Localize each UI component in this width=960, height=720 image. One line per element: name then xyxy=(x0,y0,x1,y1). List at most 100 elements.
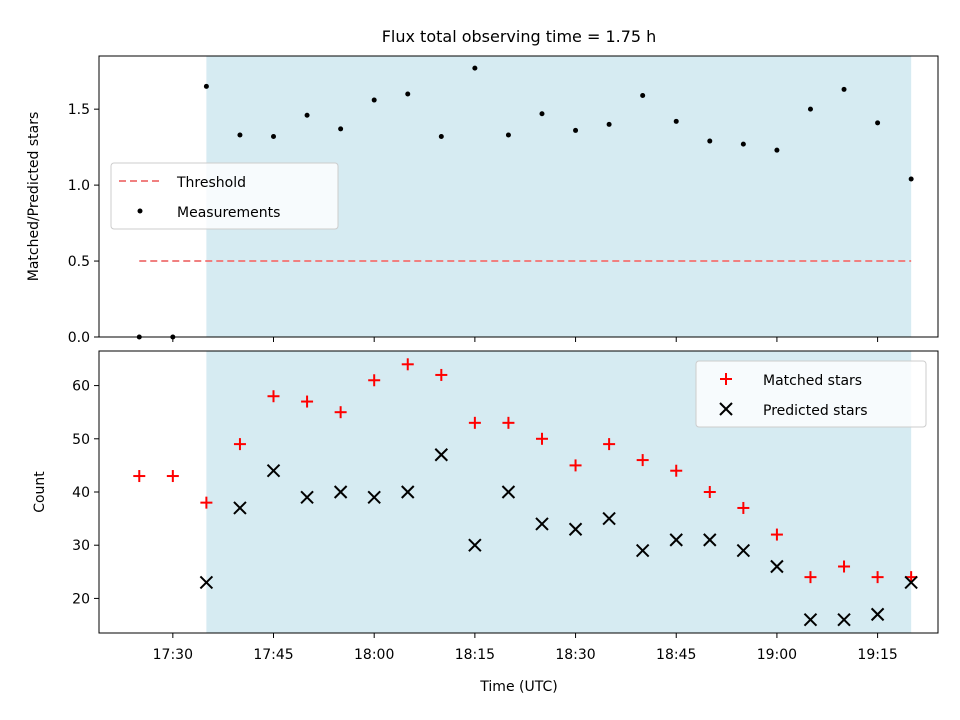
matched-star-marker xyxy=(838,560,851,573)
y-tick-label: 1.5 xyxy=(68,102,90,118)
top-legend: Threshold Measurements xyxy=(110,162,339,230)
legend-measurements-label: Measurements xyxy=(177,205,280,221)
matched-star-marker xyxy=(435,368,448,381)
x-tick-label: 18:15 xyxy=(455,647,495,663)
predicted-star-marker xyxy=(669,533,683,547)
predicted-star-marker xyxy=(635,543,650,558)
matched-star-marker xyxy=(535,432,548,445)
top-x-ticks xyxy=(172,337,879,342)
matched-star-marker xyxy=(468,416,481,429)
measurement-points xyxy=(136,65,914,340)
bottom-y-axis-label: Count xyxy=(32,471,48,513)
matched-star-marker xyxy=(737,501,750,514)
predicted-star-marker xyxy=(904,575,918,590)
measurement-point xyxy=(640,92,646,98)
measurement-point xyxy=(338,126,344,132)
predicted-star-marker xyxy=(266,464,281,478)
matched-star-marker xyxy=(871,571,884,584)
predicted-star-marker xyxy=(333,485,348,499)
predicted-star-marker xyxy=(837,612,851,627)
predicted-star-marker xyxy=(736,543,751,558)
measurement-point xyxy=(774,147,780,153)
y-tick-label: 0.5 xyxy=(68,254,90,270)
matched-star-marker xyxy=(703,486,716,498)
legend-predicted-label: Predicted stars xyxy=(763,403,868,419)
predicted-star-marker xyxy=(803,612,818,627)
measurement-point xyxy=(740,141,746,147)
predicted-star-marker xyxy=(568,522,583,536)
x-axis-label: Time (UTC) xyxy=(479,679,557,695)
top-y-axis-label: Matched/Predicted stars xyxy=(26,112,42,282)
measurement-point xyxy=(841,86,847,92)
measurement-point xyxy=(405,91,411,97)
predicted-stars-points xyxy=(199,448,918,627)
measurement-point xyxy=(271,134,277,140)
matched-star-marker xyxy=(502,416,515,429)
measurement-point xyxy=(606,121,612,127)
y-tick-label: 20 xyxy=(72,591,90,607)
bottom-y-axis: 20 30 40 50 60 xyxy=(72,379,99,607)
matched-star-marker xyxy=(133,470,146,483)
matched-star-marker xyxy=(166,470,179,483)
matched-star-marker xyxy=(301,395,314,408)
predicted-star-marker xyxy=(770,559,784,574)
legend-threshold-label: Threshold xyxy=(176,175,246,191)
matched-star-marker xyxy=(603,438,616,451)
y-tick-label: 50 xyxy=(72,432,90,448)
matched-star-marker xyxy=(804,571,817,584)
matched-star-marker xyxy=(267,390,280,403)
predicted-star-marker xyxy=(468,538,482,552)
bottom-legend-box xyxy=(695,360,927,428)
top-legend-box xyxy=(110,162,339,230)
legend-predicted-swatch xyxy=(719,402,733,416)
matched-star-marker xyxy=(334,406,347,419)
measurement-point xyxy=(472,65,478,71)
measurement-point xyxy=(237,132,243,138)
legend-matched-label: Matched stars xyxy=(763,373,862,389)
matched-star-marker xyxy=(200,496,213,509)
measurement-point xyxy=(673,118,679,124)
bottom-x-axis: 17:30 17:45 18:00 18:15 18:30 18:45 19:00 19:15 xyxy=(153,633,898,663)
measurement-point xyxy=(438,134,444,140)
matched-star-marker xyxy=(233,438,246,451)
measurement-point xyxy=(875,120,881,126)
y-tick-label: 30 xyxy=(72,538,90,554)
measurement-point xyxy=(573,127,579,133)
matched-stars-points xyxy=(133,358,918,584)
measurement-point xyxy=(908,176,914,182)
predicted-star-marker xyxy=(501,485,516,499)
x-tick-label: 19:00 xyxy=(757,647,797,663)
matched-star-marker xyxy=(670,464,683,477)
legend-matched-swatch xyxy=(720,373,732,385)
y-tick-label: 1.0 xyxy=(68,178,90,194)
predicted-star-marker xyxy=(401,485,415,499)
predicted-star-marker xyxy=(300,490,314,505)
top-plot-frame xyxy=(98,55,939,338)
x-tick-label: 18:00 xyxy=(354,647,394,663)
y-tick-label: 0.0 xyxy=(68,330,90,346)
predicted-star-marker xyxy=(233,501,247,515)
predicted-star-marker xyxy=(199,575,214,590)
x-tick-label: 18:45 xyxy=(656,647,696,663)
x-tick-label: 18:30 xyxy=(555,647,595,663)
matched-star-marker xyxy=(569,459,582,472)
y-tick-label: 40 xyxy=(72,485,90,501)
measurement-point xyxy=(707,138,713,144)
measurement-point xyxy=(505,132,511,138)
chart-title: Flux total observing time = 1.75 h xyxy=(382,27,657,46)
measurement-point xyxy=(807,106,813,112)
bottom-panel: 20 30 40 50 60 17:30 17:45 18:00 18:15 18:30 18:4… xyxy=(32,350,939,695)
predicted-star-marker xyxy=(602,511,616,526)
x-tick-label: 19:15 xyxy=(857,647,897,663)
top-y-axis: 0.0 0.5 1.0 1.5 xyxy=(68,102,99,346)
predicted-star-marker xyxy=(434,448,449,462)
matched-star-marker xyxy=(401,358,414,371)
predicted-star-marker xyxy=(535,517,549,531)
predicted-star-marker xyxy=(367,490,381,505)
bottom-legend: Matched stars Predicted stars xyxy=(695,360,927,428)
predicted-star-marker xyxy=(870,607,885,622)
measurement-point xyxy=(539,111,545,117)
matched-star-marker xyxy=(636,454,649,467)
top-panel: Flux total observing time = 1.75 h 0.00.… xyxy=(26,27,939,346)
measurement-point xyxy=(371,97,377,103)
